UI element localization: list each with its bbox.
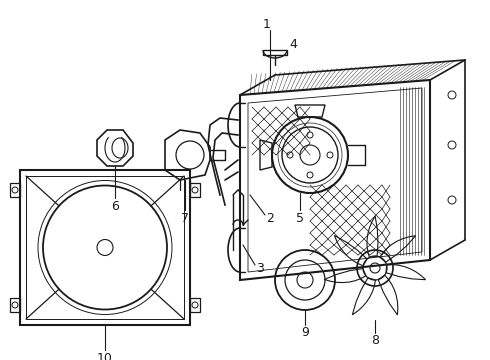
Text: 4: 4 xyxy=(289,39,297,51)
Text: 2: 2 xyxy=(266,211,274,225)
Text: 1: 1 xyxy=(263,18,271,31)
Text: 9: 9 xyxy=(301,327,309,339)
Text: 3: 3 xyxy=(256,261,264,274)
Text: 6: 6 xyxy=(111,199,119,212)
Text: 7: 7 xyxy=(181,211,189,225)
Text: 10: 10 xyxy=(97,351,113,360)
Text: 8: 8 xyxy=(371,334,379,347)
Text: 5: 5 xyxy=(296,211,304,225)
